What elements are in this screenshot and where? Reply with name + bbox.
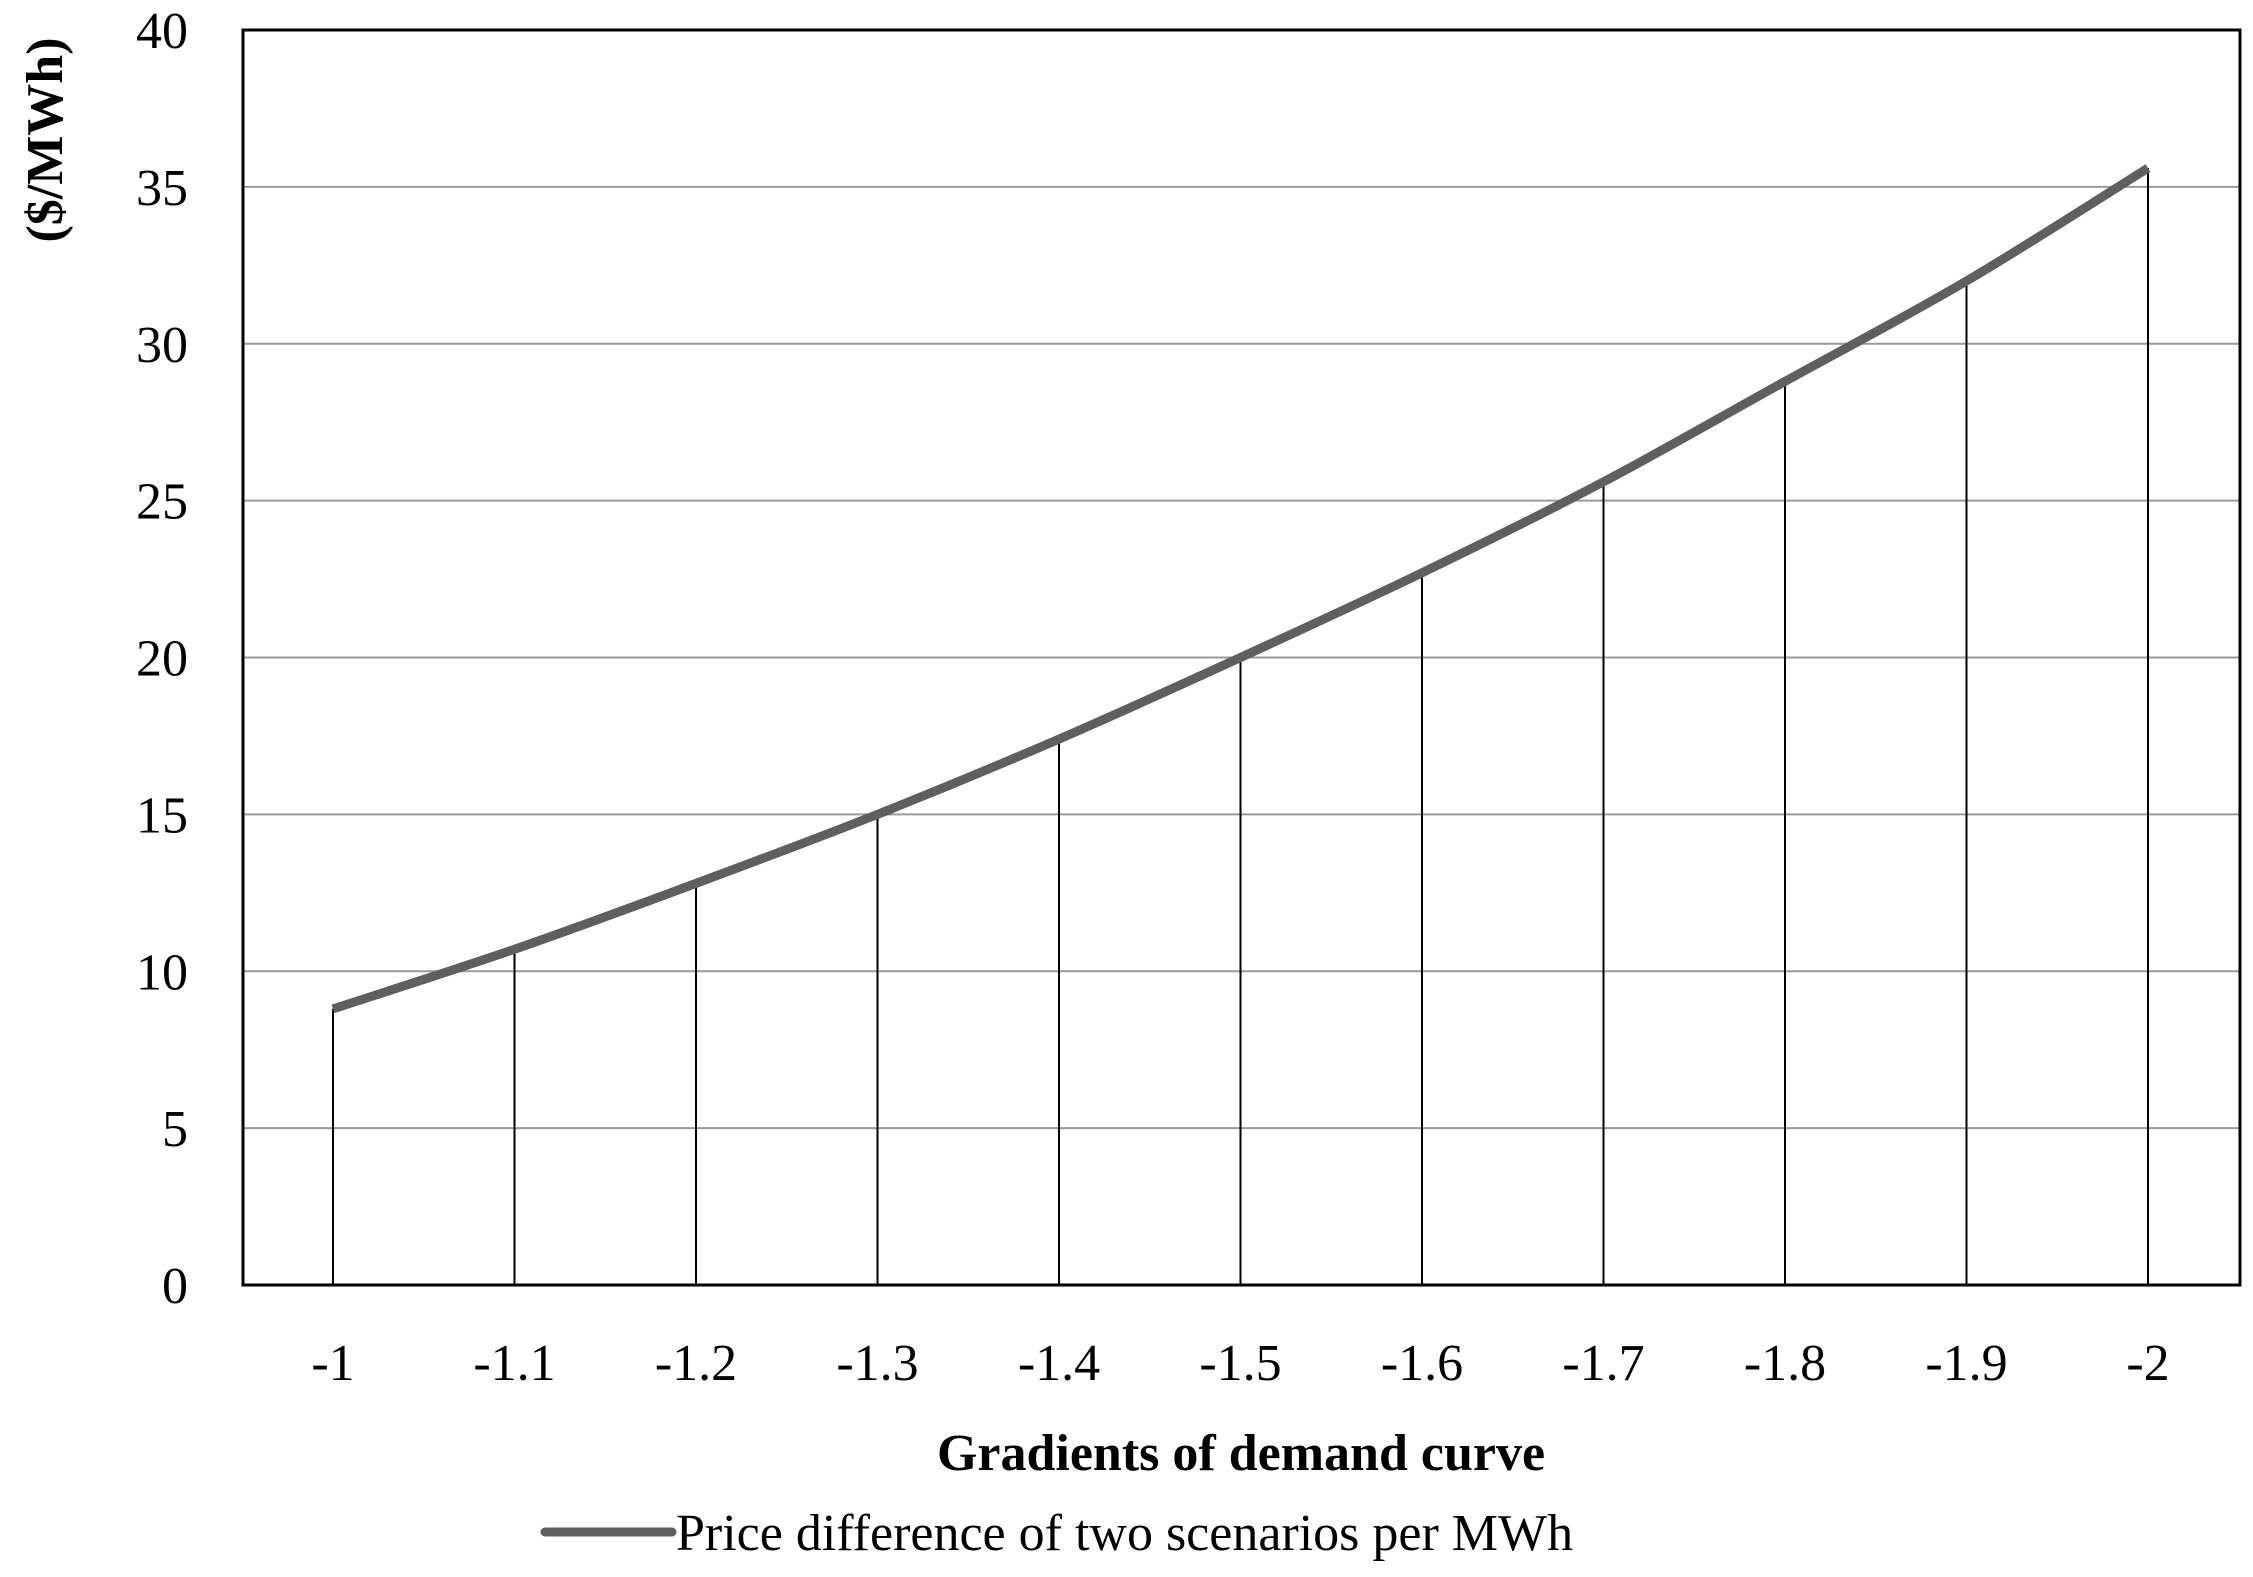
y-axis-tick-labels: 0 5 10 15 20 25 30 35 40: [136, 3, 188, 1315]
x-tick-label: -1.1: [473, 1335, 555, 1392]
y-tick-label: 15: [136, 787, 188, 844]
y-tick-label: 0: [162, 1258, 188, 1315]
y-axis-title: ($/MWh): [17, 37, 74, 242]
y-tick-label: 25: [136, 474, 188, 531]
y-tick-label: 20: [136, 631, 188, 688]
y-tick-label: 10: [136, 944, 188, 1001]
y-tick-label: 40: [136, 3, 188, 60]
x-tick-label: -1.2: [655, 1335, 737, 1392]
y-tick-label: 5: [162, 1101, 188, 1158]
x-tick-label: -1.9: [1925, 1335, 2007, 1392]
x-tick-label: -1.3: [836, 1335, 918, 1392]
legend: Price difference of two scenarios per MW…: [540, 1505, 1573, 1562]
drop-lines: [332, 168, 2149, 1285]
x-tick-label: -1.7: [1562, 1335, 1644, 1392]
y-tick-label: 30: [136, 317, 188, 374]
x-tick-label: -1.5: [1199, 1335, 1281, 1392]
x-tick-label: -2: [2126, 1335, 2169, 1392]
x-tick-label: -1.6: [1381, 1335, 1463, 1392]
x-tick-label: -1.4: [1018, 1335, 1100, 1392]
plot-frame: [241, 28, 2242, 1287]
series-line-price-difference: [331, 164, 2151, 1014]
x-tick-label: -1.8: [1744, 1335, 1826, 1392]
x-axis-title: Gradients of demand curve: [937, 1425, 1545, 1482]
legend-label: Price difference of two scenarios per MW…: [676, 1505, 1573, 1562]
series-layer: [331, 164, 2151, 1014]
y-tick-label: 35: [136, 160, 188, 217]
x-axis-tick-labels: -1 -1.1 -1.2 -1.3 -1.4 -1.5 -1.6 -1.7 -1.8 -1.9 -2: [311, 1335, 2169, 1392]
x-tick-label: -1: [311, 1335, 354, 1392]
